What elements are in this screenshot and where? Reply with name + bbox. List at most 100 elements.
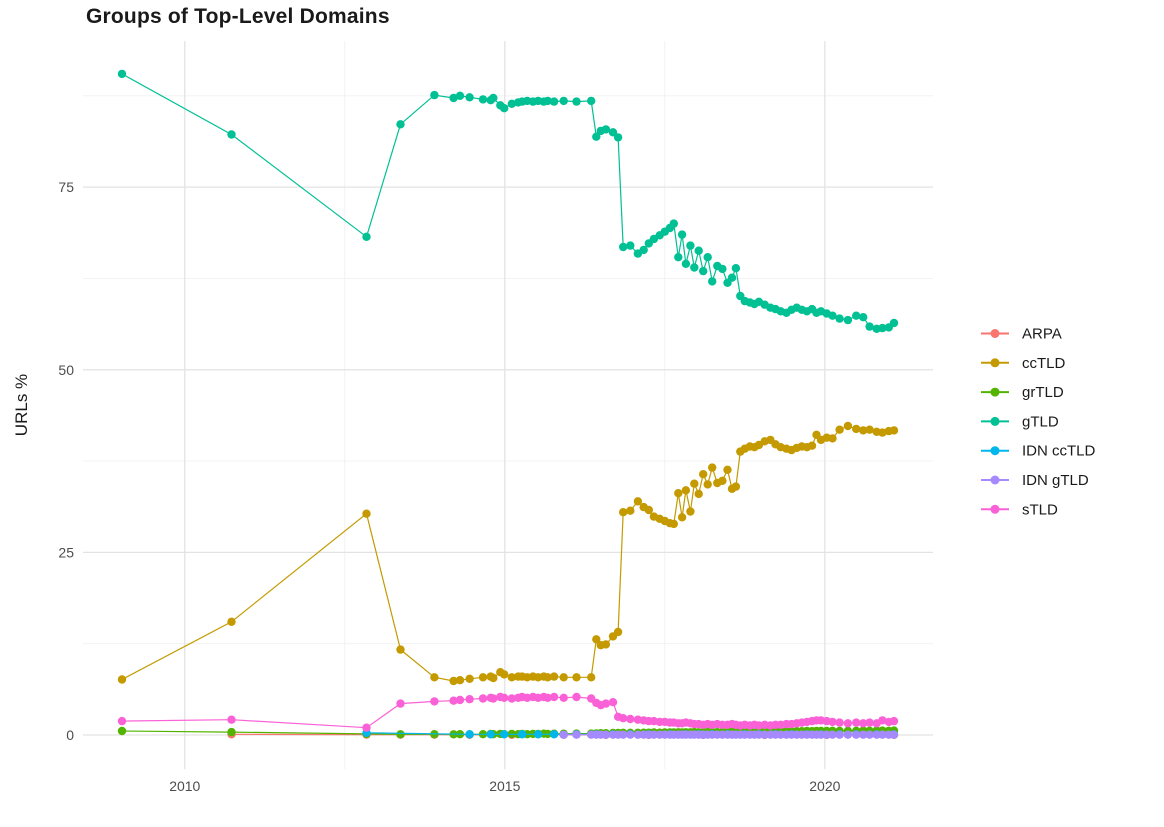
- data-point: [669, 219, 678, 228]
- data-point: [807, 441, 817, 450]
- data-point: [613, 133, 623, 142]
- data-point: [859, 719, 868, 728]
- data-point: [227, 617, 236, 626]
- data-point: [677, 513, 687, 522]
- data-point: [694, 246, 703, 255]
- data-point: [822, 730, 831, 739]
- data-point: [455, 91, 465, 101]
- legend-item-stld: sTLD: [981, 501, 1058, 518]
- data-point: [718, 476, 727, 485]
- data-point: [626, 730, 635, 739]
- series-cctld: [117, 421, 899, 686]
- data-point: [227, 715, 236, 724]
- data-point: [674, 253, 683, 262]
- data-point: [878, 716, 887, 725]
- data-point: [559, 673, 568, 682]
- data-point: [455, 676, 465, 685]
- data-point: [500, 670, 509, 679]
- data-point: [686, 241, 695, 250]
- data-point: [878, 730, 887, 739]
- data-point: [865, 425, 874, 434]
- data-point: [489, 93, 498, 103]
- data-point: [117, 716, 127, 726]
- data-point: [465, 695, 474, 704]
- y-tick-label: 50: [58, 362, 74, 378]
- data-point: [449, 696, 458, 705]
- data-point: [549, 97, 559, 106]
- data-point: [828, 434, 837, 443]
- data-point: [690, 479, 699, 488]
- data-point: [843, 730, 853, 739]
- data-point: [543, 693, 552, 702]
- data-point: [852, 424, 861, 434]
- data-point: [500, 730, 509, 739]
- data-point: [731, 482, 741, 491]
- data-point: [543, 673, 552, 682]
- y-axis-title: URLs %: [12, 373, 31, 437]
- data-point: [572, 730, 581, 739]
- y-tick-label: 25: [58, 544, 74, 560]
- data-point: [430, 90, 439, 100]
- data-point: [835, 730, 844, 739]
- data-point: [690, 263, 699, 272]
- data-point: [843, 421, 853, 431]
- data-point: [852, 718, 861, 727]
- data-point: [572, 673, 581, 682]
- data-point: [362, 723, 371, 732]
- data-point: [587, 96, 596, 106]
- data-point: [608, 698, 618, 707]
- data-point: [889, 730, 899, 739]
- series-stld: [117, 692, 899, 732]
- data-point: [465, 93, 474, 102]
- data-point: [852, 730, 861, 739]
- data-point: [396, 645, 405, 654]
- data-point: [465, 730, 474, 739]
- data-point: [889, 426, 899, 435]
- data-point: [601, 699, 611, 708]
- data-point: [865, 718, 874, 727]
- data-point: [500, 693, 509, 702]
- legend-key-point: [990, 475, 1000, 485]
- data-point: [507, 673, 516, 682]
- data-point: [677, 230, 687, 239]
- data-point: [626, 714, 635, 724]
- data-point: [362, 232, 371, 241]
- series-idn-gtld: [559, 730, 899, 739]
- legend-key-point: [990, 416, 1000, 426]
- data-point: [828, 730, 837, 739]
- series-line: [121, 73, 895, 330]
- data-point: [449, 93, 458, 103]
- legend-key-point: [990, 329, 1000, 338]
- legend-label: sTLD: [1022, 501, 1058, 518]
- legend-label: gTLD: [1022, 413, 1059, 430]
- data-point: [859, 426, 868, 435]
- data-point: [731, 264, 741, 273]
- legend-label: ccTLD: [1022, 355, 1066, 372]
- data-point: [478, 95, 488, 104]
- data-point: [828, 717, 837, 727]
- data-point: [859, 730, 868, 739]
- gridlines-major: [83, 41, 933, 769]
- data-point: [889, 716, 899, 726]
- data-point: [843, 719, 853, 728]
- data-point: [592, 635, 601, 644]
- data-point: [649, 730, 659, 739]
- data-point: [727, 273, 737, 282]
- data-point: [465, 674, 474, 683]
- data-point: [681, 259, 691, 268]
- data-point: [486, 730, 495, 739]
- data-point: [639, 245, 648, 255]
- data-point: [626, 241, 635, 250]
- data-point: [396, 699, 405, 708]
- data-point: [478, 694, 488, 703]
- data-point: [674, 489, 683, 498]
- data-point: [619, 714, 628, 723]
- data-point: [619, 242, 628, 252]
- data-point: [703, 480, 712, 489]
- series-line: [121, 425, 895, 682]
- data-point: [396, 120, 405, 129]
- data-point: [549, 730, 559, 739]
- x-tick-label: 2020: [809, 778, 840, 794]
- data-point: [455, 695, 465, 705]
- y-tick-label: 0: [66, 727, 74, 743]
